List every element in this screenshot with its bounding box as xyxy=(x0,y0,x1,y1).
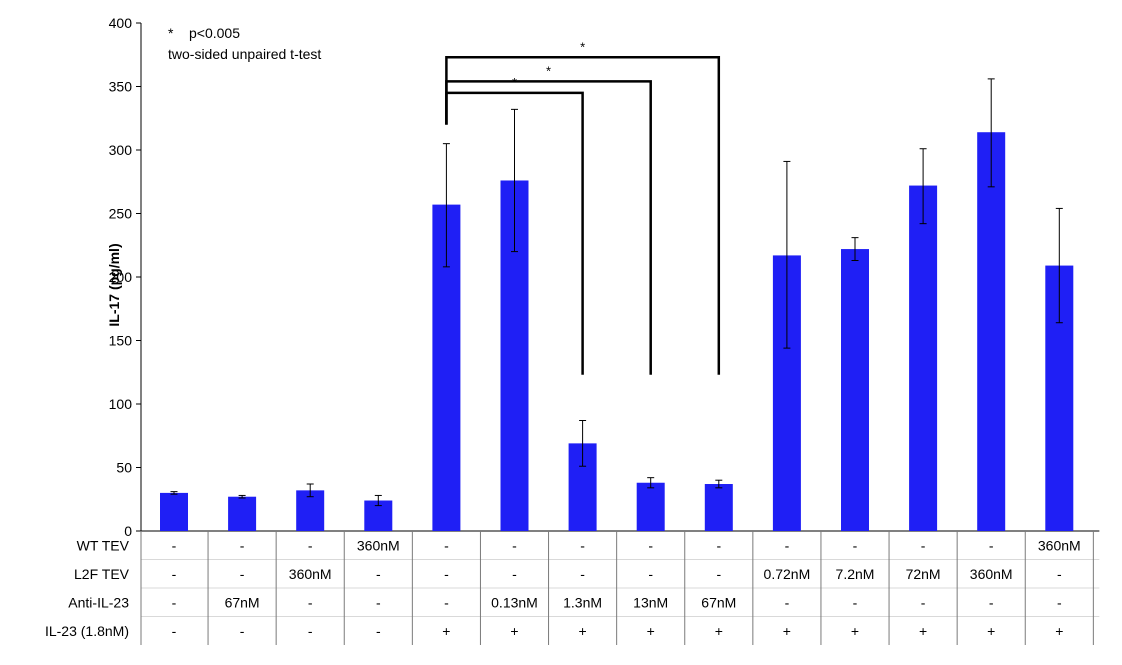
condition-cell: - xyxy=(648,566,653,582)
condition-cell: - xyxy=(648,537,653,553)
condition-cell: - xyxy=(376,594,381,610)
y-tick-label: 350 xyxy=(109,79,133,95)
condition-cell: + xyxy=(647,623,655,639)
y-tick-label: 400 xyxy=(109,15,133,31)
significance-star: * xyxy=(580,39,585,54)
condition-cell: + xyxy=(715,623,723,639)
condition-cell: 360nM xyxy=(970,566,1013,582)
y-tick-label: 200 xyxy=(109,269,133,285)
condition-row-label: L2F TEV xyxy=(74,566,130,582)
condition-cell: - xyxy=(172,594,177,610)
condition-cell: - xyxy=(512,537,517,553)
significance-bracket xyxy=(445,80,652,375)
y-tick-label: 250 xyxy=(109,206,133,222)
condition-cell: 67nM xyxy=(701,594,736,610)
condition-cell: + xyxy=(579,623,587,639)
significance-brackets: *** xyxy=(445,39,721,375)
condition-cell: 1.3nM xyxy=(563,594,602,610)
condition-cell: 360nM xyxy=(357,537,400,553)
condition-cell: 0.72nM xyxy=(764,566,811,582)
condition-cell: - xyxy=(921,594,926,610)
significance-bracket xyxy=(445,56,721,375)
condition-cell: - xyxy=(444,594,449,610)
condition-cell: - xyxy=(580,537,585,553)
condition-cell: - xyxy=(989,537,994,553)
condition-cell: - xyxy=(1057,566,1062,582)
significance-legend-line1: * p<0.005 xyxy=(168,25,240,41)
condition-cell: - xyxy=(308,594,313,610)
condition-cell: - xyxy=(580,566,585,582)
y-tick-label: 50 xyxy=(116,460,132,476)
condition-cell: - xyxy=(921,537,926,553)
condition-cell: + xyxy=(442,623,450,639)
condition-cell: - xyxy=(444,537,449,553)
condition-cell: 0.13nM xyxy=(491,594,538,610)
condition-cell: 67nM xyxy=(225,594,260,610)
condition-cell: - xyxy=(989,594,994,610)
bar xyxy=(704,484,733,531)
condition-cell: + xyxy=(987,623,995,639)
significance-legend-line2: two-sided unpaired t-test xyxy=(168,46,321,62)
condition-cell: 360nM xyxy=(289,566,332,582)
condition-table: WT TEV - - - 360nM - - - - - - - - - 360nM L2F TEV - - 360… xyxy=(45,531,1100,645)
y-axis: 0 50 100 150 200 250 300 350 400 xyxy=(109,15,1100,539)
condition-cell: - xyxy=(716,537,721,553)
bar xyxy=(160,492,188,531)
condition-row-label: Anti-IL-23 xyxy=(68,594,129,610)
condition-cell: 7.2nM xyxy=(836,566,875,582)
bar xyxy=(977,132,1006,531)
condition-cell: - xyxy=(716,566,721,582)
y-tick-label: 0 xyxy=(124,523,132,539)
condition-cell: + xyxy=(851,623,859,639)
y-tick-label: 100 xyxy=(109,396,133,412)
condition-cell: 72nM xyxy=(906,566,941,582)
condition-cell: - xyxy=(240,623,245,639)
bar xyxy=(228,496,257,531)
condition-cell: - xyxy=(172,566,177,582)
condition-cell: - xyxy=(240,537,245,553)
condition-cell: 13nM xyxy=(633,594,668,610)
y-axis-label: IL-17 (pg/ml) xyxy=(106,243,122,326)
condition-cell: + xyxy=(919,623,927,639)
condition-cell: - xyxy=(444,566,449,582)
condition-cell: - xyxy=(308,537,313,553)
condition-cell: + xyxy=(510,623,518,639)
condition-cell: - xyxy=(785,537,790,553)
y-tick-label: 150 xyxy=(109,333,133,349)
bar xyxy=(841,249,869,531)
error-bars xyxy=(170,78,1063,507)
condition-cell: - xyxy=(785,594,790,610)
condition-cell: - xyxy=(376,623,381,639)
condition-cell: + xyxy=(1055,623,1063,639)
y-tick-label: 300 xyxy=(109,142,133,158)
condition-cell: - xyxy=(308,623,313,639)
condition-row-label: IL-23 (1.8nM) xyxy=(45,623,129,639)
condition-cell: - xyxy=(853,594,858,610)
bars xyxy=(160,132,1074,532)
condition-cell: - xyxy=(172,623,177,639)
condition-cell: + xyxy=(783,623,791,639)
bar xyxy=(636,482,665,531)
bar xyxy=(909,185,938,531)
condition-cell: - xyxy=(512,566,517,582)
significance-star: * xyxy=(546,63,551,78)
condition-cell: - xyxy=(172,537,177,553)
condition-cell: - xyxy=(240,566,245,582)
condition-cell: 360nM xyxy=(1038,537,1081,553)
condition-cell: - xyxy=(1057,594,1062,610)
condition-cell: - xyxy=(376,566,381,582)
condition-row-label: WT TEV xyxy=(77,537,130,553)
condition-cell: - xyxy=(853,537,858,553)
